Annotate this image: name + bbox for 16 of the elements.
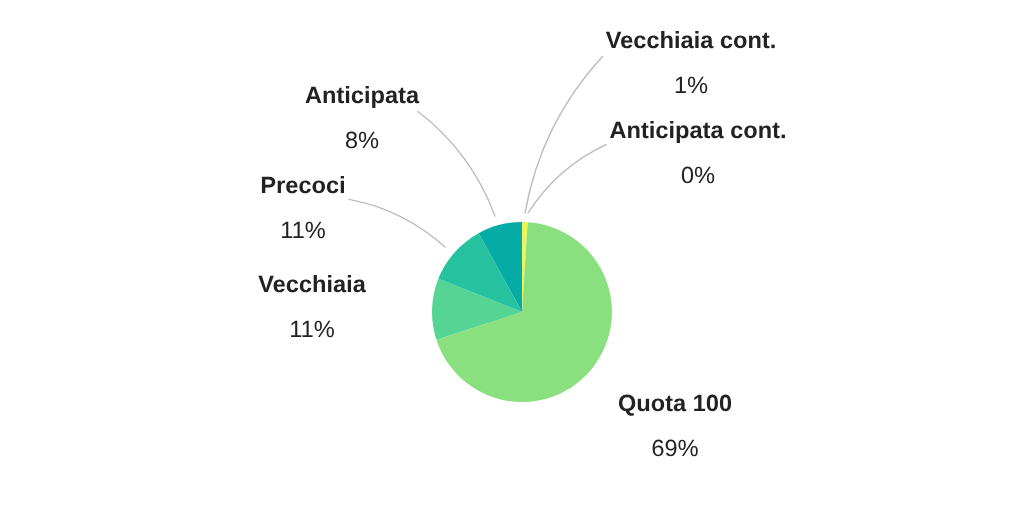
data-label: 69% bbox=[652, 439, 698, 457]
text: 0% bbox=[681, 166, 715, 184]
pie-slice bbox=[432, 278, 522, 340]
slice-label: Precoci bbox=[261, 176, 344, 194]
data-label: 11% bbox=[282, 221, 325, 239]
category-label: Anticipata cont. bbox=[610, 121, 785, 144]
data-label: 1% bbox=[675, 76, 708, 94]
slice-label: Quota 100 bbox=[618, 394, 732, 416]
data-label: 11% bbox=[291, 320, 334, 338]
pie-slice bbox=[436, 222, 612, 402]
pie-slice bbox=[438, 233, 522, 312]
slice-label: Anticipata bbox=[305, 86, 420, 109]
slice-label: Vecchiaia cont. bbox=[605, 31, 775, 49]
pie-slice bbox=[478, 222, 522, 312]
data-label: 8% bbox=[345, 131, 379, 149]
slice-label: Vecchiaia bbox=[258, 275, 366, 293]
